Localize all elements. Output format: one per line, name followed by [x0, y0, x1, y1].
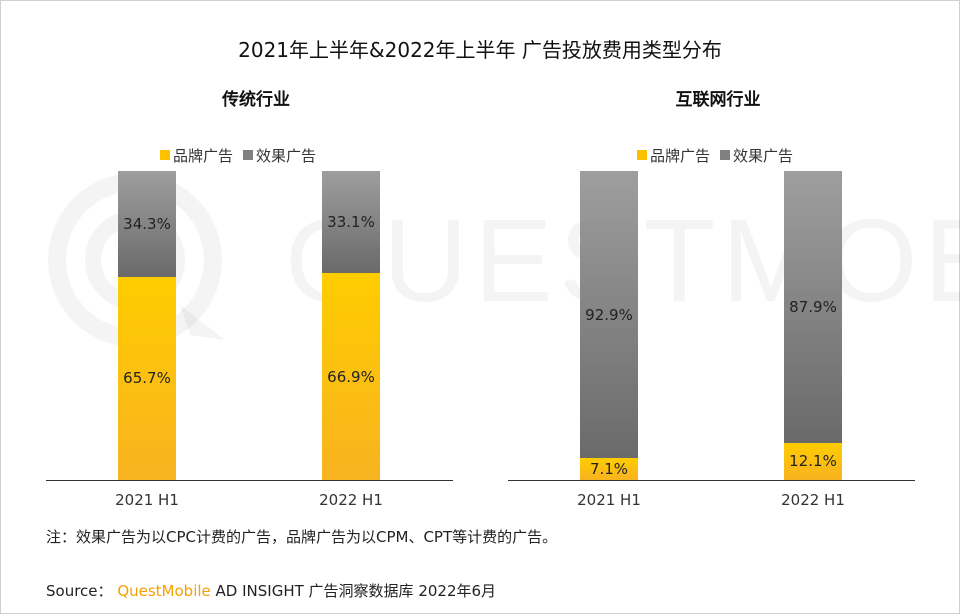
legend-label-effect: 效果广告 — [256, 146, 317, 165]
x-tick-label: 2021 H1 — [115, 491, 179, 509]
legend-internet: 品牌广告 效果广告 — [637, 145, 793, 165]
source-line: Source： QuestMobile AD INSIGHT 广告洞察数据库 2… — [46, 580, 496, 601]
bar-segment-brand — [784, 442, 842, 480]
data-label: 66.9% — [327, 367, 375, 386]
bar-segment-brand — [322, 273, 380, 480]
x-tick-label: 2022 H1 — [319, 491, 383, 509]
x-axis-line — [508, 480, 915, 481]
bar-segment-effect — [118, 171, 176, 277]
legend-label-brand: 品牌广告 — [650, 146, 711, 165]
source-brand: QuestMobile — [117, 582, 211, 600]
brand-swatch-icon — [637, 150, 647, 160]
legend-traditional: 品牌广告 效果广告 — [160, 145, 316, 165]
stacked-bar: 12.1% 87.9% — [784, 171, 842, 480]
data-label: 65.7% — [123, 369, 171, 388]
effect-swatch-icon — [243, 150, 254, 160]
x-tick-label: 2022 H1 — [781, 491, 845, 509]
data-label: 33.1% — [327, 213, 375, 232]
legend-item-brand: 品牌广告 — [160, 145, 233, 166]
legend-item-effect: 效果广告 — [720, 145, 793, 166]
bar-segment-brand — [580, 458, 638, 480]
effect-swatch-icon — [720, 150, 731, 160]
legend-label-effect: 效果广告 — [733, 146, 794, 165]
stacked-bar: 7.1% 92.9% — [580, 171, 638, 480]
data-label: 7.1% — [589, 460, 629, 479]
data-label: 87.9% — [789, 297, 837, 316]
panel-title-internet: 互联网行业 — [675, 90, 761, 110]
x-tick-label: 2021 H1 — [577, 491, 641, 509]
data-label: 92.9% — [585, 305, 633, 324]
source-prefix: Source： — [46, 582, 113, 600]
bar-segment-effect — [580, 171, 638, 459]
x-axis-line — [46, 480, 453, 481]
source-rest: AD INSIGHT 广告洞察数据库 2022年6月 — [215, 582, 497, 600]
bar-segment-effect — [784, 171, 842, 443]
stacked-bar: 65.7% 34.3% — [118, 171, 176, 480]
data-label: 34.3% — [123, 214, 171, 233]
footnote: 注：效果广告为以CPC计费的广告，品牌广告为以CPM、CPT等计费的广告。 — [46, 528, 558, 546]
brand-swatch-icon — [160, 150, 170, 160]
chart-title: 2021年上半年&2022年上半年 广告投放费用类型分布 — [238, 38, 722, 62]
legend-item-effect: 效果广告 — [243, 145, 316, 166]
data-label: 12.1% — [789, 452, 837, 471]
bar-segment-effect — [322, 171, 380, 274]
panel-title-traditional: 传统行业 — [222, 90, 290, 110]
legend-label-brand: 品牌广告 — [173, 146, 234, 165]
stacked-bar: 66.9% 33.1% — [322, 171, 380, 480]
bar-segment-brand — [118, 276, 176, 480]
legend-item-brand: 品牌广告 — [637, 145, 710, 166]
